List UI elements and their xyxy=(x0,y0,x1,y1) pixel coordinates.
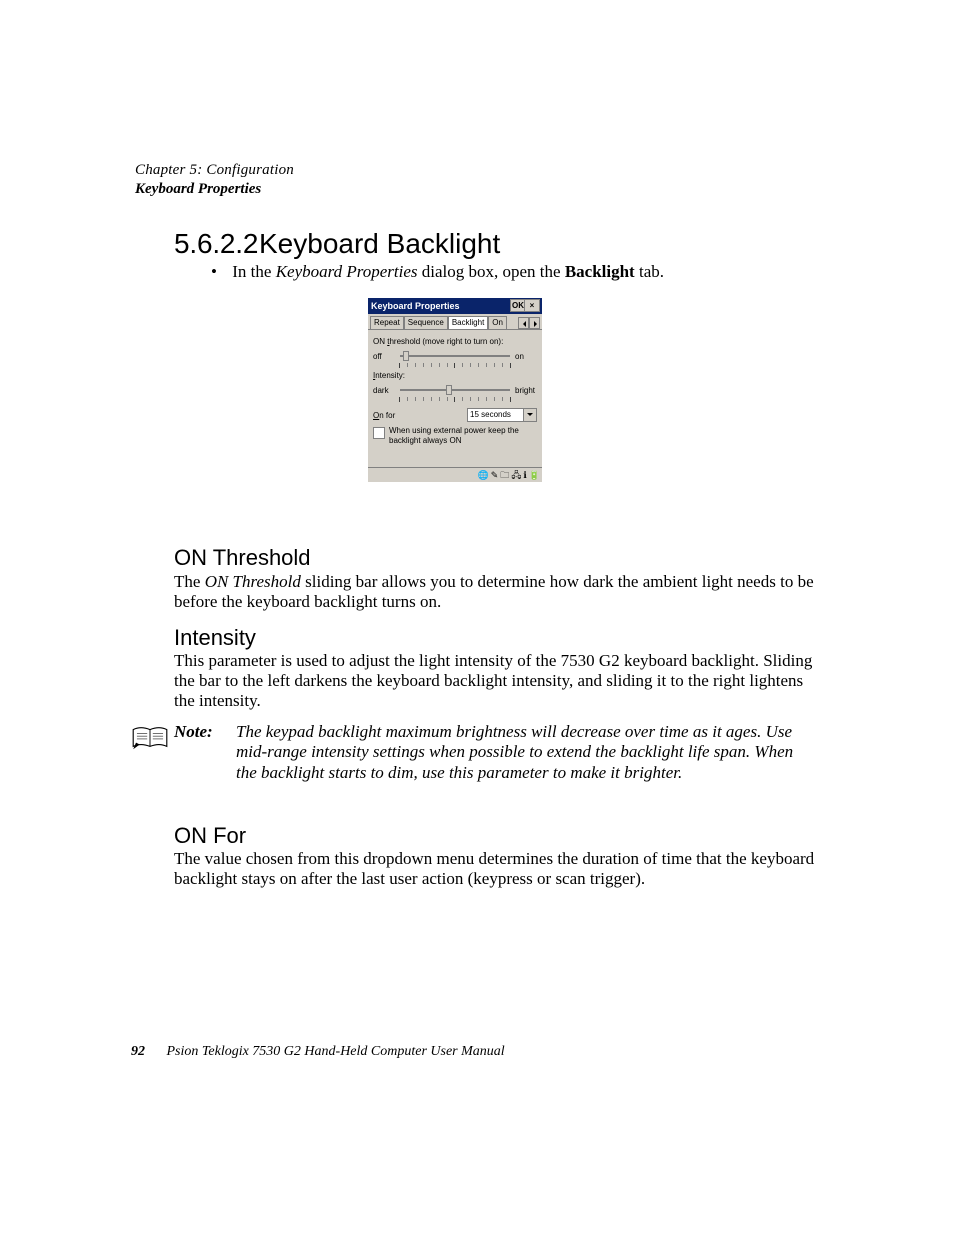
bullet-dialog-name: Keyboard Properties xyxy=(276,262,418,281)
dialog-tab-strip: RepeatSequenceBacklightOn xyxy=(368,314,542,330)
note-book-icon xyxy=(131,724,169,757)
note-text: The keypad backlight maximum brightness … xyxy=(236,722,806,783)
threshold-label: ON threshold (move right to turn on): xyxy=(373,337,537,346)
section-title: Keyboard Backlight xyxy=(259,228,500,260)
intensity-heading: Intensity xyxy=(174,625,256,651)
onthreshold-em: ON Threshold xyxy=(205,572,301,591)
footer-text: Psion Teklogix 7530 G2 Hand-Held Compute… xyxy=(167,1044,505,1059)
threshold-left-label: off xyxy=(373,352,395,361)
onthreshold-heading: ON Threshold xyxy=(174,545,311,571)
threshold-label-post: hreshold (move right to turn on): xyxy=(389,337,503,346)
intensity-left-label: dark xyxy=(373,386,395,395)
onfor-label-post: n for xyxy=(379,411,395,420)
dialog-titlebar: Keyboard Properties OK × xyxy=(368,298,542,314)
keyboard-properties-dialog: Keyboard Properties OK × RepeatSequenceB… xyxy=(368,298,542,482)
intensity-right-label: bright xyxy=(515,386,537,395)
dialog-close-button[interactable]: × xyxy=(524,299,540,312)
tab-on[interactable]: On xyxy=(488,316,507,329)
intensity-label-post: ntensity: xyxy=(375,371,405,380)
onfor-heading: ON For xyxy=(174,823,246,849)
tray-icon-0[interactable]: 🌐 xyxy=(478,469,489,481)
tab-scroll-left-button[interactable] xyxy=(518,317,529,329)
threshold-right-label: on xyxy=(515,352,537,361)
tray-icon-3[interactable]: 🖧 xyxy=(511,469,521,481)
onfor-dropdown[interactable]: 15 seconds xyxy=(467,408,537,422)
onthreshold-pre: The xyxy=(174,572,205,591)
tab-repeat[interactable]: Repeat xyxy=(370,316,404,329)
intensity-slider-thumb[interactable] xyxy=(446,385,452,395)
tab-backlight[interactable]: Backlight xyxy=(448,316,488,329)
threshold-slider-thumb[interactable] xyxy=(403,351,409,361)
external-power-checkbox[interactable] xyxy=(373,427,385,439)
dialog-title-text: Keyboard Properties xyxy=(371,301,460,311)
instruction-bullet: • In the Keyboard Properties dialog box,… xyxy=(200,262,820,282)
tab-sequence[interactable]: Sequence xyxy=(404,316,448,329)
tab-scroll-right-button[interactable] xyxy=(529,317,540,329)
bullet-marker: • xyxy=(200,262,228,282)
external-power-label: When using external power keep the backl… xyxy=(389,426,537,446)
onfor-label: On for xyxy=(373,411,395,420)
onfor-dropdown-value: 15 seconds xyxy=(468,409,523,421)
bullet-pre: In the xyxy=(232,262,275,281)
page-number: 92 xyxy=(131,1044,145,1059)
chapter-label: Chapter 5: Configuration xyxy=(135,162,835,179)
note-block: Note: The keypad backlight maximum brigh… xyxy=(174,722,824,783)
bullet-tab-name: Backlight xyxy=(565,262,635,281)
chevron-down-icon[interactable] xyxy=(523,409,536,421)
page-footer: 92 Psion Teklogix 7530 G2 Hand-Held Comp… xyxy=(131,1044,505,1060)
onfor-paragraph: The value chosen from this dropdown menu… xyxy=(174,849,834,889)
intensity-ticks xyxy=(399,397,511,402)
taskbar: 🌐✎🗀🖧ℹ🔋 xyxy=(368,467,542,482)
intensity-label: Intensity: xyxy=(373,371,537,380)
tray-icon-1[interactable]: ✎ xyxy=(491,469,499,481)
section-number: 5.6.2.2 xyxy=(174,228,258,260)
threshold-label-pre: ON xyxy=(373,337,387,346)
tray-icon-5[interactable]: 🔋 xyxy=(529,469,540,481)
threshold-slider[interactable] xyxy=(400,351,510,361)
section-label: Keyboard Properties xyxy=(135,181,835,198)
onthreshold-paragraph: The ON Threshold sliding bar allows you … xyxy=(174,572,824,612)
tray-icon-2[interactable]: 🗀 xyxy=(500,469,509,481)
bullet-mid: dialog box, open the xyxy=(418,262,565,281)
threshold-ticks xyxy=(399,363,511,368)
note-label: Note: xyxy=(174,722,232,742)
intensity-paragraph: This parameter is used to adjust the lig… xyxy=(174,651,824,711)
bullet-post: tab. xyxy=(635,262,664,281)
dialog-body: ON threshold (move right to turn on): of… xyxy=(368,330,542,467)
tray-icon-4[interactable]: ℹ xyxy=(523,469,526,481)
intensity-slider[interactable] xyxy=(400,385,510,395)
